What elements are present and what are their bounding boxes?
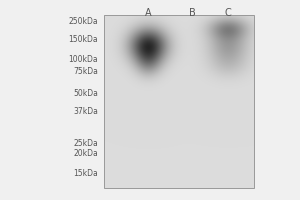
Text: 75kDa: 75kDa xyxy=(73,68,98,76)
Text: 100kDa: 100kDa xyxy=(68,55,98,64)
Text: C: C xyxy=(225,8,231,18)
Text: 15kDa: 15kDa xyxy=(73,170,98,178)
Text: 25kDa: 25kDa xyxy=(73,138,98,148)
Text: 150kDa: 150kDa xyxy=(68,36,98,45)
Text: 50kDa: 50kDa xyxy=(73,90,98,98)
Text: B: B xyxy=(189,8,195,18)
Text: 250kDa: 250kDa xyxy=(68,18,98,26)
Text: 20kDa: 20kDa xyxy=(73,148,98,158)
Text: A: A xyxy=(145,8,151,18)
Bar xyxy=(104,15,254,188)
Text: 37kDa: 37kDa xyxy=(73,108,98,116)
